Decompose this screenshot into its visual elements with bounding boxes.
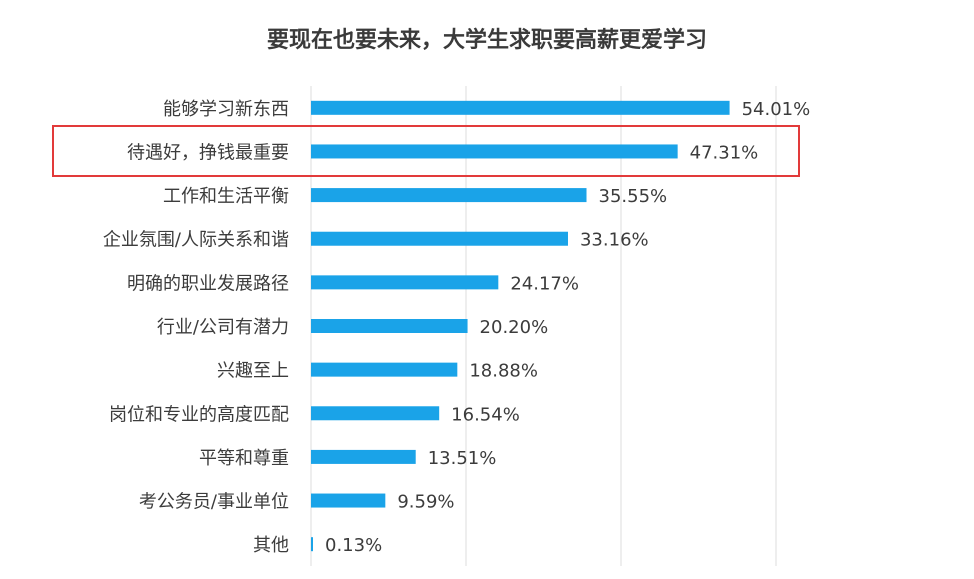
bar <box>311 319 468 333</box>
category-label: 行业/公司有潜力 <box>157 317 289 338</box>
category-label: 企业氛围/人际关系和谐 <box>103 230 289 251</box>
bar <box>311 406 440 421</box>
value-label: 33.16% <box>580 230 649 251</box>
value-label: 20.20% <box>480 317 549 338</box>
category-label: 明确的职业发展路径 <box>127 273 289 294</box>
category-label: 平等和尊重 <box>199 448 289 469</box>
bar <box>311 362 458 377</box>
bar <box>311 449 416 464</box>
value-label: 18.88% <box>469 361 538 382</box>
value-label: 35.55% <box>599 186 668 207</box>
value-label: 16.54% <box>451 404 520 425</box>
value-label: 0.13% <box>325 535 382 556</box>
value-label: 9.59% <box>397 492 454 513</box>
value-label: 24.17% <box>510 273 579 294</box>
bar <box>311 537 313 552</box>
category-label: 待遇好，挣钱最重要 <box>127 142 289 163</box>
bar <box>311 275 499 290</box>
chart-title: 要现在也要未来，大学生求职要高薪更爱学习 <box>266 28 707 53</box>
value-label: 47.31% <box>690 142 759 163</box>
category-label: 能够学习新东西 <box>163 99 289 120</box>
bar <box>311 144 678 159</box>
bar <box>311 493 386 508</box>
category-label: 考公务员/事业单位 <box>139 492 289 513</box>
highlight-box <box>52 125 800 177</box>
value-label: 13.51% <box>428 448 497 469</box>
bar <box>311 100 730 115</box>
category-label: 工作和生活平衡 <box>163 186 289 207</box>
category-label: 岗位和专业的高度匹配 <box>109 404 289 425</box>
category-label: 其他 <box>253 535 289 556</box>
bar <box>311 231 568 246</box>
category-label: 兴趣至上 <box>217 361 289 382</box>
bar <box>311 188 587 203</box>
value-label: 54.01% <box>742 99 811 120</box>
